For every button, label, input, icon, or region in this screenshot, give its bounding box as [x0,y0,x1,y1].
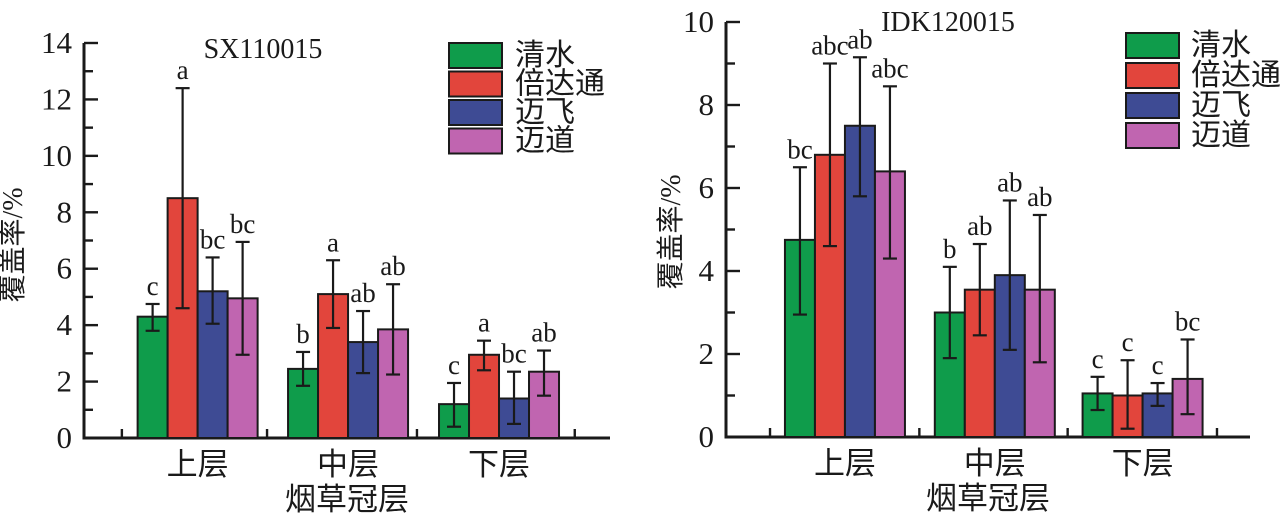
y-tick-label: 6 [57,251,73,286]
legend-label-迈道: 迈道 [1191,119,1251,152]
legend-label-倍达通: 倍达通 [1191,59,1280,92]
bar-chart-idk120015: IDK120015 覆盖率/% 0 2 4 6 8 10 上层 中层 下层 烟草冠层 bc b c abc ab… [640,0,1280,516]
y-tick-label: 8 [57,194,73,229]
significance-letter: ab [350,278,375,308]
significance-letter: ab [1027,182,1052,212]
significance-letter: ab [997,167,1022,197]
legend-swatch-迈道 [1125,122,1180,149]
y-tick-label: 0 [699,419,715,454]
bar-迈道-上层 [873,170,906,438]
significance-letter: abc [871,53,908,83]
legend-label-清水: 清水 [515,39,575,72]
x-category-label: 上层 [814,446,876,481]
x-category-label: 中层 [964,446,1026,481]
significance-letter: c [1152,350,1164,380]
chart-title: IDK120015 [881,7,1015,38]
y-tick-label: 10 [683,4,714,39]
significance-letter: bc [787,134,813,164]
bar-清水-上层 [136,315,169,439]
y-tick-label: 14 [41,25,73,60]
legend-label-迈道: 迈道 [515,125,575,158]
legend-swatch-清水 [448,42,503,69]
legend-swatch-清水 [1125,32,1180,59]
y-tick-label: 0 [57,420,73,455]
significance-letter: ab [531,318,556,348]
legend-label-倍达通: 倍达通 [515,68,605,101]
y-tick-label: 2 [57,364,73,399]
chart-title: SX110015 [204,34,323,65]
error-bars [145,87,552,428]
bar-chart-sx110015: SX110015 覆盖率/% 0 2 4 6 8 10 12 14 上层 中层 下层 烟草冠层 c b c a a a… [0,25,610,516]
significance-letter: c [1122,327,1134,357]
significance-letter: a [327,227,339,257]
legend-swatch-迈飞 [1125,92,1180,119]
significance-letter: bc [501,339,527,369]
significance-letter: b [296,319,310,349]
significance-letter: b [943,234,957,264]
y-tick-label: 12 [41,81,72,116]
legend-label-迈飞: 迈飞 [515,96,575,129]
x-axis-label: 烟草冠层 [926,481,1050,516]
significance-letter: bc [200,224,226,254]
legend-swatch-迈道 [448,127,503,155]
y-axis-label: 覆盖率/% [0,187,29,302]
significance-letter: ab [967,211,992,241]
y-tick-label: 6 [699,170,715,205]
legend-label-清水: 清水 [1191,29,1251,62]
significance-letter: c [1092,344,1104,374]
y-ticks [84,41,98,440]
x-ticks [120,429,576,438]
significance-letter: c [448,350,460,380]
significance-letter: ab [847,24,872,54]
significance-letter: a [177,55,189,85]
legend-swatch-倍达通 [1125,62,1180,89]
y-ticks [726,20,740,439]
significance-letter: abc [811,31,848,61]
legend-swatch-迈飞 [448,99,503,126]
significance-letter: ab [380,251,405,281]
x-category-label: 下层 [1112,446,1174,481]
x-ticks [768,428,1219,437]
significance-letter: bc [230,209,256,239]
y-tick-label: 2 [699,336,715,371]
legend-swatch-倍达通 [448,70,503,98]
y-tick-label: 4 [57,307,73,342]
x-category-label: 上层 [167,447,229,482]
x-category-label: 下层 [468,447,530,482]
bars [783,124,1204,439]
y-tick-label: 8 [699,87,715,122]
y-tick-label: 10 [41,138,72,173]
x-axis-label: 烟草冠层 [285,482,409,516]
y-tick-label: 4 [699,253,715,288]
significance-letter: c [147,271,159,301]
significance-letter: bc [1175,306,1201,336]
x-category-label: 中层 [317,447,379,482]
significance-letter: a [478,308,490,338]
error-bars [792,56,1195,430]
y-axis-label: 覆盖率/% [655,174,687,289]
legend-label-迈飞: 迈飞 [1191,89,1251,122]
